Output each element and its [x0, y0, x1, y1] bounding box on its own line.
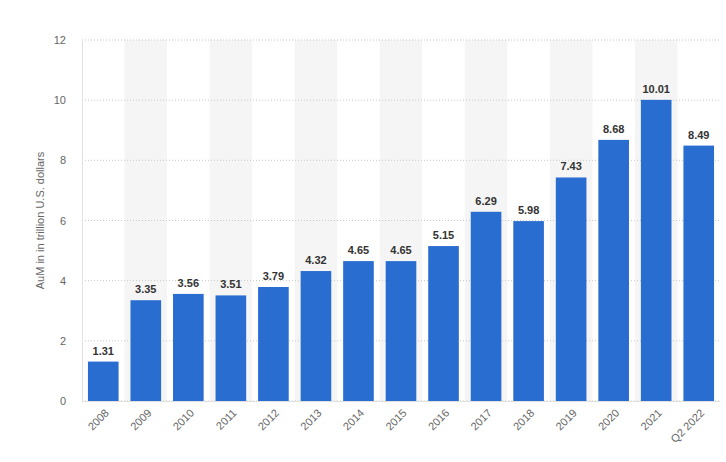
bar	[88, 362, 119, 401]
data-label: 4.65	[390, 244, 411, 256]
x-tick: 2016	[426, 401, 452, 432]
x-tick: 2013	[298, 401, 324, 432]
y-tick-label: 6	[60, 215, 66, 227]
bar	[598, 140, 629, 401]
x-tick-label: 2020	[596, 407, 622, 433]
x-tick-label: 2017	[468, 407, 494, 433]
x-tick-label: 2014	[341, 407, 367, 433]
x-tick: 2018	[511, 401, 537, 432]
x-tick: Q2 2022	[668, 401, 706, 445]
bar	[386, 261, 417, 401]
grid-line	[82, 100, 720, 101]
data-label: 5.15	[433, 229, 454, 241]
y-tick-label: 12	[54, 34, 66, 46]
data-label: 7.43	[560, 160, 581, 172]
bars	[88, 100, 714, 401]
x-tick: 2009	[128, 401, 154, 432]
x-tick-label: 2015	[383, 407, 409, 433]
band	[210, 40, 253, 401]
grid	[82, 40, 720, 401]
bar	[216, 295, 247, 401]
x-tick-label: 2011	[214, 407, 239, 432]
bar	[301, 271, 332, 401]
x-tick: 2021	[638, 401, 664, 432]
chart: 0 2 4 6 8 10 12 2008 2009 2010 2011 2012 2013 2014 201…	[0, 0, 726, 462]
data-label: 3.79	[263, 270, 284, 282]
y-tick-label: 10	[54, 94, 66, 106]
x-tick: 2015	[383, 401, 409, 432]
bar	[343, 261, 374, 401]
bar	[471, 212, 502, 401]
x-tick-label: 2018	[511, 407, 537, 433]
y-tick-label: 0	[60, 395, 66, 407]
x-tick-label: 2008	[85, 407, 111, 433]
band	[465, 40, 508, 401]
plot: 0 2 4 6 8 10 12 2008 2009 2010 2011 2012 2013 2014 201…	[54, 34, 721, 445]
x-tick: 2020	[596, 401, 622, 432]
data-label: 8.49	[688, 129, 709, 141]
data-label: 10.01	[642, 83, 670, 95]
bar	[683, 146, 714, 401]
x-tick: 2012	[255, 401, 281, 432]
x-tick: 2019	[553, 401, 579, 432]
x-tick: 2008	[85, 401, 111, 432]
data-label: 4.65	[348, 244, 369, 256]
data-label: 6.29	[475, 195, 496, 207]
bar	[513, 221, 544, 401]
x-tick: 2017	[468, 401, 494, 432]
y-tick: 0	[60, 395, 82, 407]
x-tick-label: 2021	[638, 407, 664, 433]
x-tick-label: 2016	[426, 407, 452, 433]
y-tick-label: 8	[60, 154, 66, 166]
y-axis-line	[82, 41, 83, 402]
y-tick: 12	[54, 34, 82, 46]
bar	[556, 177, 587, 401]
data-label: 3.56	[178, 277, 199, 289]
x-tick: 2014	[341, 401, 367, 432]
y-tick: 6	[60, 215, 82, 227]
y-tick-label: 4	[60, 275, 66, 287]
data-label: 4.32	[305, 254, 326, 266]
y-axis-title: AuM in in trillion U.S. dollars	[34, 151, 46, 289]
y-tick: 2	[60, 335, 82, 347]
bar	[428, 246, 459, 401]
bar	[130, 300, 161, 401]
bar	[258, 287, 289, 401]
data-label: 8.68	[603, 123, 624, 135]
data-labels: 1.31 3.35 3.56 3.51 3.79 4.32 4.65 4.65 5.15 6.29…	[93, 83, 710, 357]
y-axis: 0 2 4 6 8 10 12	[54, 34, 83, 407]
y-tick: 10	[54, 94, 82, 106]
x-tick: 2011	[214, 401, 239, 432]
data-label: 3.35	[135, 283, 156, 295]
x-tick-label: 2009	[128, 407, 154, 433]
band	[550, 40, 593, 401]
data-label: 3.51	[220, 278, 241, 290]
x-tick-label: 2010	[170, 407, 196, 433]
y-tick-label: 2	[60, 335, 66, 347]
x-tick-label: Q2 2022	[668, 407, 706, 445]
data-label: 5.98	[518, 204, 539, 216]
band	[635, 40, 678, 401]
x-tick: 2010	[170, 401, 196, 432]
x-axis: 2008 2009 2010 2011 2012 2013 2014 2015 2016 2017…	[83, 401, 721, 445]
grid-line	[82, 40, 720, 41]
x-tick-label: 2013	[298, 407, 324, 433]
x-tick-label: 2019	[553, 407, 579, 433]
bar	[173, 294, 204, 401]
x-tick-label: 2012	[255, 407, 281, 433]
x-axis-line	[83, 401, 721, 402]
data-label: 1.31	[93, 345, 114, 357]
y-tick: 4	[60, 275, 82, 287]
y-tick: 8	[60, 154, 82, 166]
bar	[641, 100, 672, 401]
